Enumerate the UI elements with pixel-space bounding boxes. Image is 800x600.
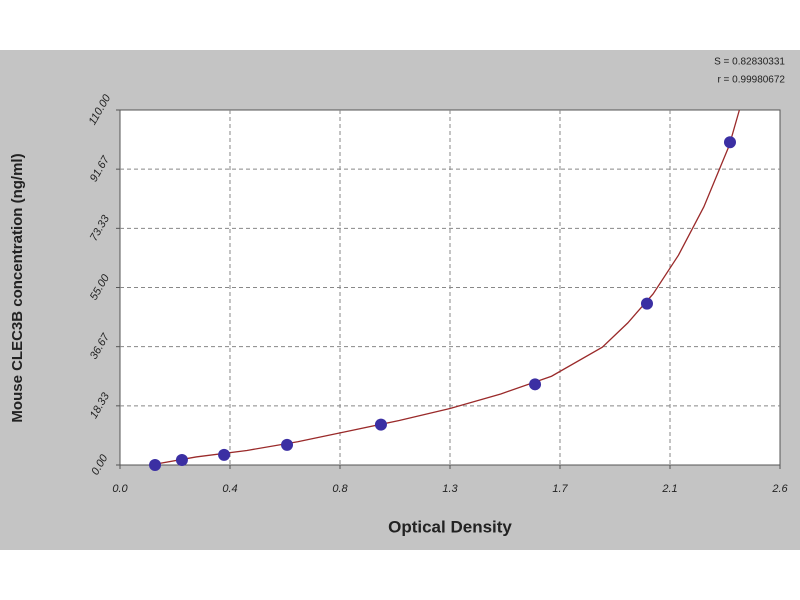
x-tick-label: 2.6	[771, 483, 788, 495]
data-point	[529, 378, 542, 391]
y-axis-title: Mouse CLEC3B concentration (ng/ml)	[9, 153, 26, 422]
data-point	[175, 453, 188, 466]
x-tick-label: 0.8	[332, 483, 348, 495]
data-point	[374, 418, 387, 431]
x-tick-label: 2.1	[661, 483, 677, 495]
data-point	[640, 297, 653, 310]
fit-curve	[150, 109, 741, 466]
x-tick-label: 0.4	[222, 483, 237, 495]
annotation: S = 0.82830331	[714, 57, 785, 68]
data-point	[149, 459, 162, 471]
data-point	[218, 448, 231, 461]
x-tick-label: 0.0	[112, 483, 128, 495]
x-tick-label: 1.7	[552, 483, 568, 495]
annotation: r = 0.99980672	[717, 75, 785, 86]
x-axis-title: Optical Density	[388, 517, 512, 536]
x-tick-label: 1.3	[442, 483, 458, 495]
data-point	[723, 136, 736, 149]
data-point	[281, 438, 294, 451]
